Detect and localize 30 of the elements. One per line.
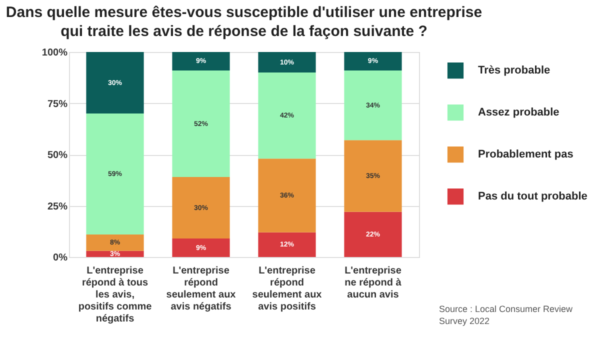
x-tick-label: L'entreprise répond seulement aux avis négatifs <box>166 266 236 312</box>
bar <box>86 114 144 234</box>
bar <box>258 72 316 159</box>
bar <box>172 238 230 257</box>
y-tick-label: 75% <box>47 98 68 110</box>
legend-label: Probablement pas <box>478 148 574 160</box>
bar <box>344 70 402 140</box>
bar <box>258 158 316 232</box>
y-tick-label: 0% <box>53 252 68 264</box>
bar <box>344 212 402 257</box>
bar <box>258 232 316 257</box>
y-tick-label: 100% <box>42 48 68 58</box>
bar <box>172 52 230 70</box>
legend-label: Assez probable <box>478 106 560 118</box>
legend-label: Très probable <box>478 64 550 76</box>
bar <box>172 177 230 239</box>
bar <box>86 234 144 251</box>
x-tick-label: L'entreprise ne répond à aucun avis <box>344 266 402 300</box>
y-tick-label: 25% <box>47 201 68 212</box>
bar <box>258 52 316 72</box>
source-note: Source : Local Consumer Review Survey 2022 <box>439 304 574 326</box>
y-tick-label: 50% <box>47 150 68 161</box>
bar <box>86 52 144 114</box>
bar <box>344 140 402 212</box>
x-tick-label: L'entreprise répond à tous les avis, positifs comme négatifs <box>78 266 152 324</box>
legend-label: Pas du tout probable <box>478 190 588 202</box>
bar <box>172 70 230 178</box>
x-tick-label: L'entreprise répond seulement aux avis positifs <box>252 266 322 312</box>
bar <box>344 52 402 70</box>
chart-title: Dans quelle mesure êtes-vous susceptible d'utiliser une entreprise qui traite les avis de réponse de la façon suivante ? <box>6 4 482 40</box>
